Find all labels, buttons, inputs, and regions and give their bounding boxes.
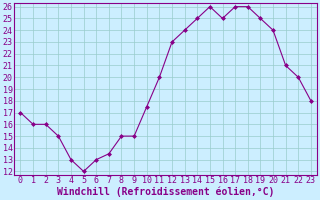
- X-axis label: Windchill (Refroidissement éolien,°C): Windchill (Refroidissement éolien,°C): [57, 187, 274, 197]
